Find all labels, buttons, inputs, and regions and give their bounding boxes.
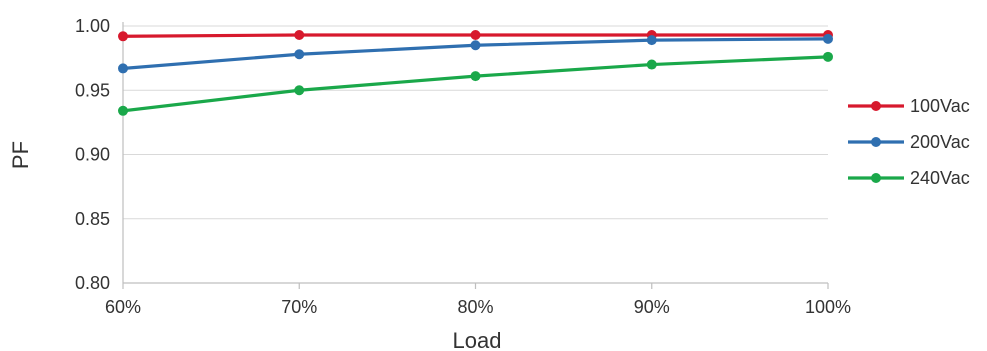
series-100Vac [118, 29, 833, 42]
legend-label: 100Vac [910, 96, 970, 116]
x-tick-label: 90% [634, 297, 670, 317]
series-240Vac [118, 51, 833, 116]
y-tick-label: 0.85 [75, 209, 110, 229]
x-axis-title: Load [453, 328, 502, 351]
legend-item-200Vac: 200Vac [848, 132, 970, 152]
grid-lines [123, 25, 828, 220]
y-tick-label: 0.80 [75, 273, 110, 293]
series-lines [118, 29, 833, 116]
legend-item-100Vac: 100Vac [848, 96, 970, 116]
x-tick-label: 70% [281, 297, 317, 317]
legend: 100Vac 200Vac 240Vac [848, 96, 970, 188]
data-point [646, 59, 657, 70]
data-point [470, 29, 481, 40]
data-point [118, 63, 128, 74]
data-point [823, 51, 833, 62]
y-tick-label: 0.95 [75, 80, 110, 100]
legend-swatch-marker [871, 101, 881, 111]
y-tick-label: 1.00 [75, 16, 110, 36]
legend-label: 240Vac [910, 168, 970, 188]
legend-item-240Vac: 240Vac [848, 168, 970, 188]
data-point [823, 33, 833, 44]
legend-label: 200Vac [910, 132, 970, 152]
data-point [646, 35, 657, 46]
data-point [294, 29, 305, 40]
y-tick-label: 0.90 [75, 145, 110, 165]
data-point [294, 49, 305, 60]
legend-swatch-marker [871, 137, 881, 147]
data-point [470, 40, 481, 51]
legend-swatch-marker [871, 173, 881, 183]
data-point [470, 71, 481, 82]
x-tick-label: 80% [457, 297, 493, 317]
x-tick-labels: 60% 70% 80% 90% 100% [105, 297, 851, 317]
y-tick-labels: 0.80 0.85 0.90 0.95 1.00 [75, 16, 110, 293]
y-axis-title: PF [8, 141, 33, 169]
x-tick-label: 60% [105, 297, 141, 317]
series-200Vac [118, 33, 833, 74]
data-point [118, 105, 128, 116]
x-tick-label: 100% [805, 297, 851, 317]
series-line [122, 55, 829, 113]
data-point [294, 85, 305, 96]
data-point [118, 31, 128, 42]
